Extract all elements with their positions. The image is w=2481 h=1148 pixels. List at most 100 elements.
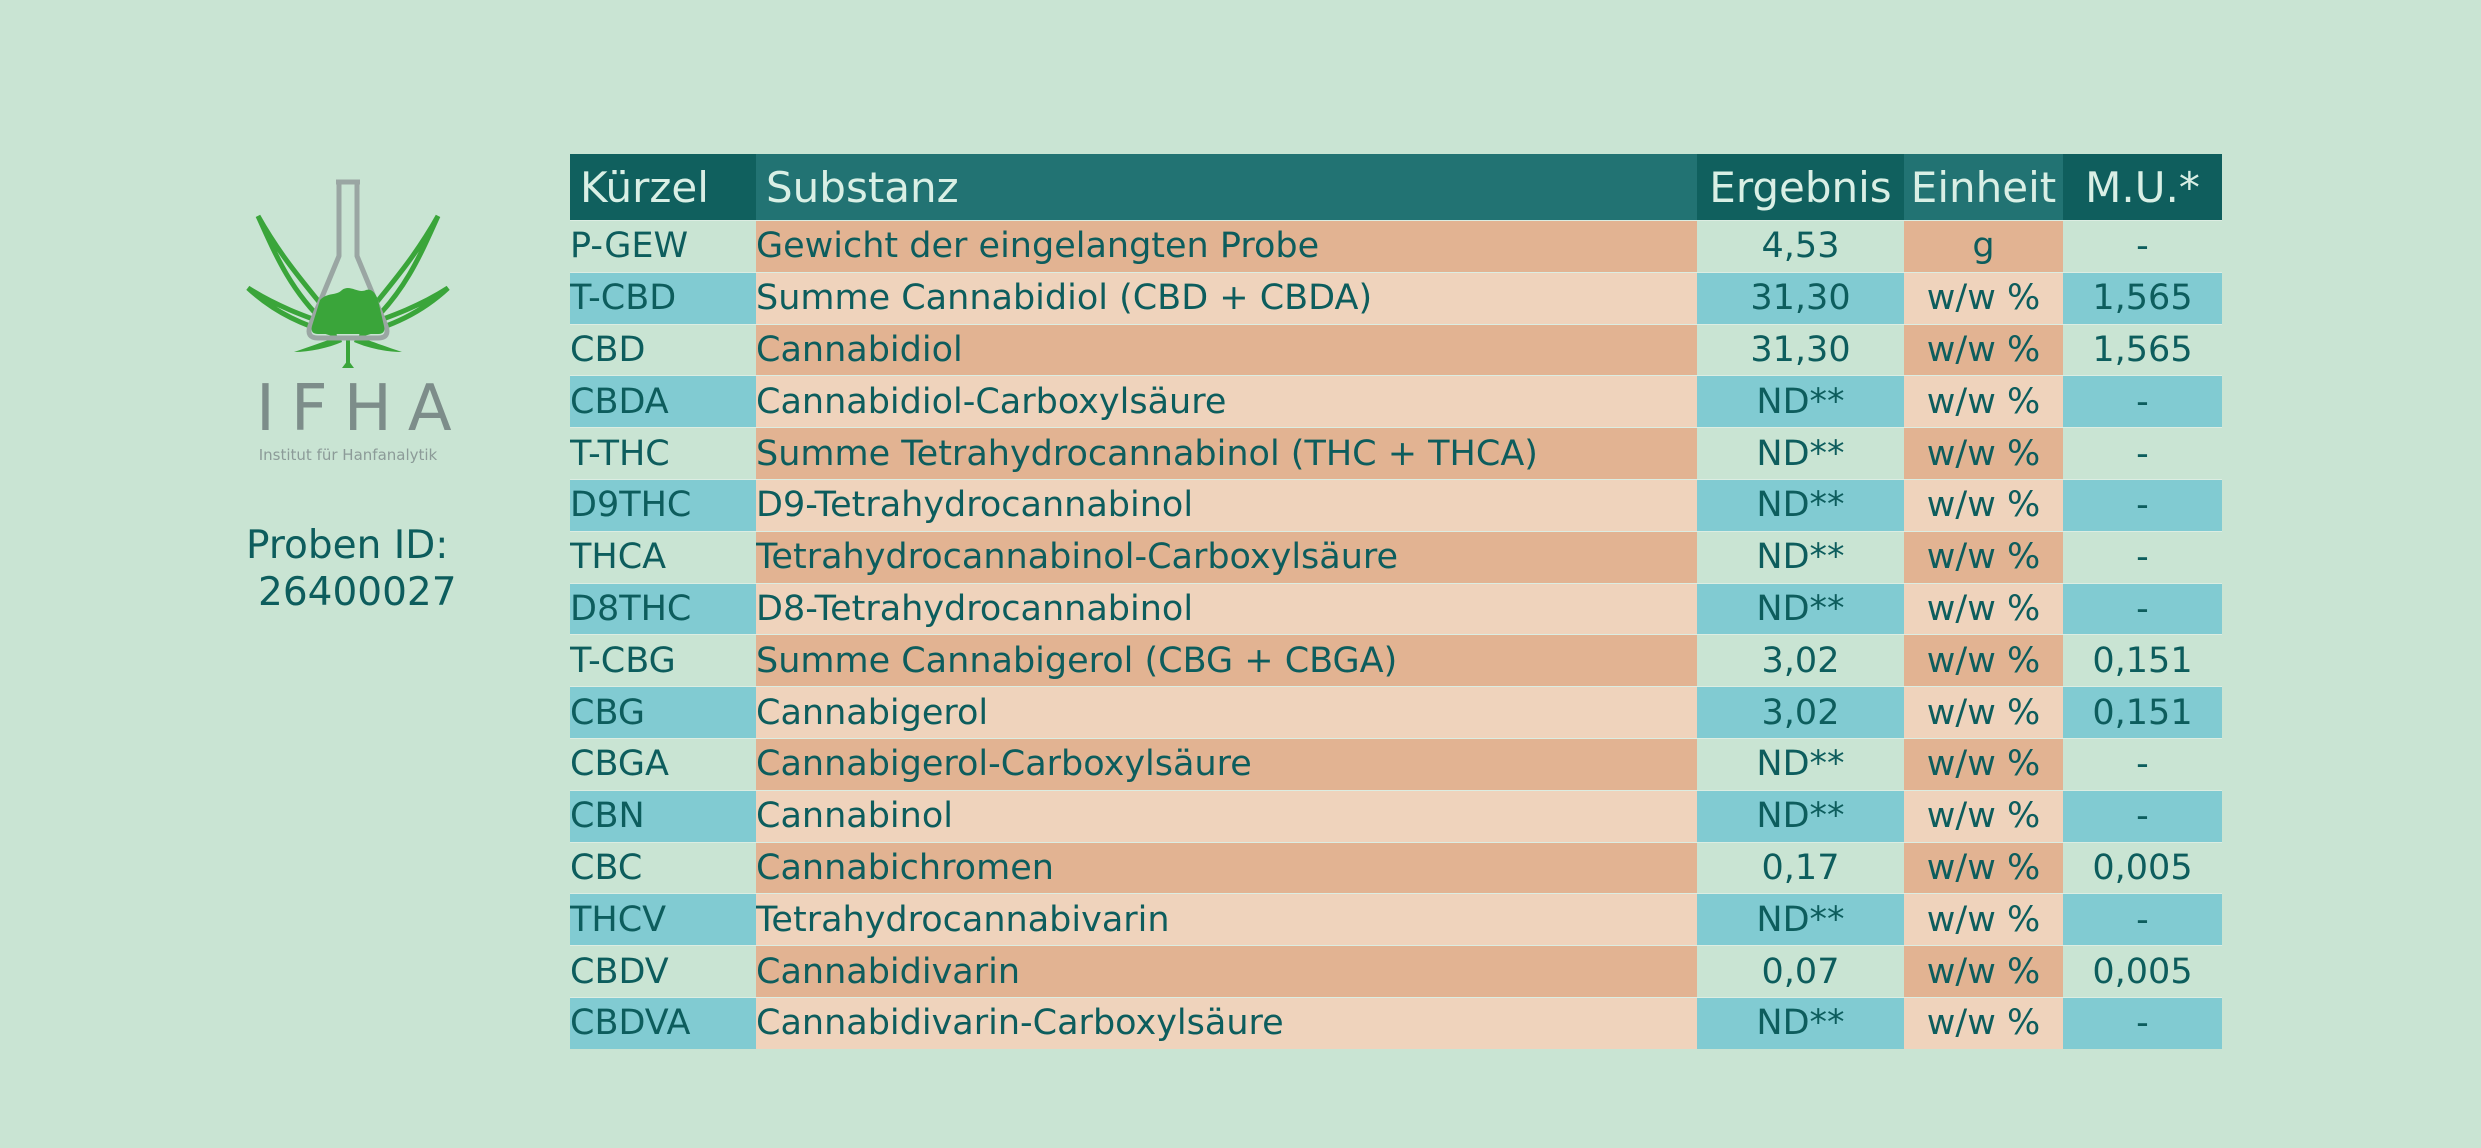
- cell-substanz: Cannabinol: [756, 789, 1697, 843]
- cell-kurzel: THCV: [570, 893, 756, 946]
- cell-einheit: w/w %: [1904, 323, 2063, 376]
- cell-substanz: D9-Tetrahydrocannabinol: [756, 478, 1697, 532]
- cell-kurzel: T-CBD: [570, 271, 756, 325]
- cell-mu: 0,005: [2063, 841, 2222, 894]
- cell-substanz: Cannabidivarin-Carboxylsäure: [756, 996, 1697, 1049]
- results-table: Kürzel Substanz Ergebnis Einheit M.U.* P…: [570, 154, 2222, 1049]
- cell-kurzel: CBG: [570, 686, 756, 739]
- column-header-mu: M.U.*: [2063, 154, 2222, 221]
- cell-mu: 0,151: [2063, 686, 2222, 739]
- cell-ergebnis: ND**: [1697, 427, 1904, 480]
- cell-einheit: w/w %: [1904, 375, 2063, 428]
- table-header-row: Kürzel Substanz Ergebnis Einheit M.U.*: [570, 154, 2222, 221]
- cell-mu: 0,151: [2063, 634, 2222, 687]
- column-header-einheit: Einheit: [1904, 154, 2063, 221]
- cell-mu: -: [2063, 737, 2222, 791]
- cell-substanz: Cannabidivarin: [756, 945, 1697, 998]
- cell-einheit: w/w %: [1904, 478, 2063, 532]
- logo-title: IFHA: [256, 372, 468, 446]
- cell-substanz: Summe Cannabigerol (CBG + CBGA): [756, 634, 1697, 687]
- cell-substanz: Summe Tetrahydrocannabinol (THC + THCA): [756, 427, 1697, 480]
- cell-kurzel: CBDA: [570, 375, 756, 428]
- table-row: THCV Tetrahydrocannabivarin ND** w/w % -: [570, 893, 2222, 946]
- logo-subtitle: Institut für Hanfanalytik: [258, 446, 438, 464]
- table-row: THCA Tetrahydrocannabinol-Carboxylsäure …: [570, 530, 2222, 584]
- cell-substanz: Cannabigerol: [756, 686, 1697, 739]
- table-row: CBDVA Cannabidivarin-Carboxylsäure ND** …: [570, 996, 2222, 1049]
- cell-substanz: Cannabidiol-Carboxylsäure: [756, 375, 1697, 428]
- cell-substanz: Cannabichromen: [756, 841, 1697, 894]
- cell-ergebnis: ND**: [1697, 996, 1904, 1049]
- table-row: D8THC D8-Tetrahydrocannabinol ND** w/w %…: [570, 582, 2222, 635]
- cell-kurzel: CBD: [570, 323, 756, 376]
- cell-kurzel: D9THC: [570, 478, 756, 532]
- cell-substanz: Cannabigerol-Carboxylsäure: [756, 737, 1697, 791]
- cell-mu: -: [2063, 478, 2222, 532]
- cell-substanz: Gewicht der eingelangten Probe: [756, 220, 1697, 273]
- table-row: CBG Cannabigerol 3,02 w/w % 0,151: [570, 686, 2222, 739]
- cell-kurzel: THCA: [570, 530, 756, 584]
- table-row: CBDV Cannabidivarin 0,07 w/w % 0,005: [570, 945, 2222, 998]
- cell-einheit: w/w %: [1904, 634, 2063, 687]
- cell-einheit: w/w %: [1904, 841, 2063, 894]
- cell-kurzel: CBN: [570, 789, 756, 843]
- cell-substanz: Tetrahydrocannabivarin: [756, 893, 1697, 946]
- ifha-logo: IFHA Institut für Hanfanalytik: [246, 176, 468, 466]
- cell-kurzel: CBC: [570, 841, 756, 894]
- cell-kurzel: P-GEW: [570, 220, 756, 273]
- table-row: CBN Cannabinol ND** w/w % -: [570, 789, 2222, 843]
- cell-kurzel: CBDVA: [570, 996, 756, 1049]
- cell-ergebnis: ND**: [1697, 789, 1904, 843]
- table-row: T-CBD Summe Cannabidiol (CBD + CBDA) 31,…: [570, 271, 2222, 325]
- cell-einheit: w/w %: [1904, 996, 2063, 1049]
- table-row: CBDA Cannabidiol-Carboxylsäure ND** w/w …: [570, 375, 2222, 428]
- cell-substanz: Summe Cannabidiol (CBD + CBDA): [756, 271, 1697, 325]
- cell-mu: -: [2063, 375, 2222, 428]
- cell-einheit: w/w %: [1904, 530, 2063, 584]
- cell-mu: -: [2063, 789, 2222, 843]
- cell-mu: -: [2063, 427, 2222, 480]
- table-row: T-CBG Summe Cannabigerol (CBG + CBGA) 3,…: [570, 634, 2222, 687]
- cell-mu: -: [2063, 220, 2222, 273]
- cell-einheit: w/w %: [1904, 582, 2063, 635]
- cell-einheit: w/w %: [1904, 737, 2063, 791]
- cell-kurzel: CBGA: [570, 737, 756, 791]
- column-header-substanz: Substanz: [756, 154, 1697, 221]
- cell-substanz: Cannabidiol: [756, 323, 1697, 376]
- cell-einheit: w/w %: [1904, 686, 2063, 739]
- table-row: CBC Cannabichromen 0,17 w/w % 0,005: [570, 841, 2222, 894]
- column-header-kurzel: Kürzel: [570, 154, 756, 221]
- cell-mu: -: [2063, 996, 2222, 1049]
- cell-ergebnis: ND**: [1697, 478, 1904, 532]
- cell-ergebnis: ND**: [1697, 737, 1904, 791]
- cell-mu: -: [2063, 530, 2222, 584]
- cell-mu: -: [2063, 893, 2222, 946]
- cell-ergebnis: 3,02: [1697, 686, 1904, 739]
- cell-ergebnis: 0,07: [1697, 945, 1904, 998]
- cell-mu: -: [2063, 582, 2222, 635]
- cell-substanz: D8-Tetrahydrocannabinol: [756, 582, 1697, 635]
- cell-kurzel: T-CBG: [570, 634, 756, 687]
- cell-einheit: w/w %: [1904, 271, 2063, 325]
- cell-ergebnis: ND**: [1697, 530, 1904, 584]
- cannabis-leaf-flask-icon: [246, 179, 450, 368]
- table-row: CBGA Cannabigerol-Carboxylsäure ND** w/w…: [570, 737, 2222, 791]
- cell-einheit: w/w %: [1904, 789, 2063, 843]
- cell-substanz: Tetrahydrocannabinol-Carboxylsäure: [756, 530, 1697, 584]
- cell-ergebnis: 31,30: [1697, 271, 1904, 325]
- table-row: T-THC Summe Tetrahydrocannabinol (THC + …: [570, 427, 2222, 480]
- table-row: D9THC D9-Tetrahydrocannabinol ND** w/w %…: [570, 478, 2222, 532]
- cell-kurzel: T-THC: [570, 427, 756, 480]
- cell-einheit: g: [1904, 220, 2063, 273]
- cell-einheit: w/w %: [1904, 427, 2063, 480]
- cell-kurzel: CBDV: [570, 945, 756, 998]
- cell-mu: 1,565: [2063, 323, 2222, 376]
- cell-mu: 1,565: [2063, 271, 2222, 325]
- sample-id-value: 26400027: [258, 570, 457, 615]
- cell-einheit: w/w %: [1904, 893, 2063, 946]
- table-row: CBD Cannabidiol 31,30 w/w % 1,565: [570, 323, 2222, 376]
- cell-ergebnis: 4,53: [1697, 220, 1904, 273]
- cell-ergebnis: ND**: [1697, 893, 1904, 946]
- cell-ergebnis: 3,02: [1697, 634, 1904, 687]
- cell-einheit: w/w %: [1904, 945, 2063, 998]
